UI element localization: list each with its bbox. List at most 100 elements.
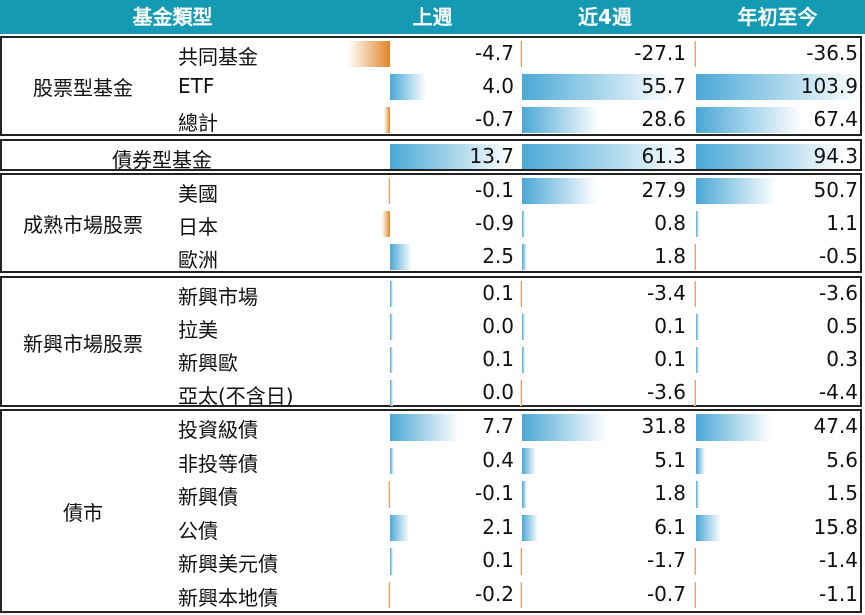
row-label: 公債: [178, 518, 218, 543]
value-ytd: 103.9: [800, 74, 858, 98]
value-bar: [696, 414, 771, 441]
value-bar: [694, 380, 696, 406]
value-bar: [390, 514, 409, 541]
value-bar: [696, 144, 845, 169]
value-ytd: 1.1: [826, 211, 858, 235]
value-ytd: 15.8: [813, 514, 858, 539]
value-bar: [390, 548, 393, 575]
value-four-weeks: -1.7: [646, 548, 686, 572]
row-label: 新興美元債: [178, 552, 278, 576]
value-week: 2.1: [482, 514, 514, 539]
group-frame: [0, 276, 862, 407]
value-bar: [696, 347, 699, 373]
value-four-weeks: 0.1: [654, 347, 686, 371]
value-four-weeks: 0.8: [654, 211, 686, 235]
value-bar: [522, 107, 599, 133]
row-label: 債券型基金: [112, 148, 212, 172]
row-label: 拉美: [178, 318, 218, 342]
value-ytd: 47.4: [813, 414, 858, 438]
value-week: -0.1: [474, 178, 514, 202]
value-week: -0.1: [474, 481, 514, 505]
value-bar: [390, 380, 393, 406]
value-four-weeks: 1.8: [654, 244, 686, 268]
value-ytd: 67.4: [813, 107, 858, 131]
value-four-weeks: 5.1: [654, 447, 686, 472]
value-four-weeks: -3.6: [646, 380, 686, 404]
value-bar: [387, 581, 390, 608]
value-bar: [522, 74, 672, 100]
group-frame: [0, 173, 862, 273]
value-four-weeks: -3.4: [646, 281, 686, 305]
value-bar: [381, 211, 390, 237]
group-frame: [0, 409, 862, 613]
value-week: 0.0: [482, 314, 514, 338]
value-bar: [522, 347, 525, 373]
value-bar: [696, 211, 699, 237]
value-bar: [694, 41, 696, 67]
value-ytd: 94.3: [813, 144, 858, 168]
row-label: 非投等債: [178, 451, 258, 476]
group-label: 成熟市場股票: [23, 213, 143, 237]
value-week: 13.7: [469, 144, 514, 168]
row-label: 新興歐: [178, 351, 238, 375]
value-bar: [696, 481, 699, 508]
row-label: 新興債: [178, 485, 238, 509]
value-four-weeks: -0.7: [646, 581, 686, 606]
value-four-weeks: 27.9: [641, 178, 686, 202]
value-bar: [696, 74, 860, 100]
value-week: 7.7: [482, 414, 514, 438]
value-bar: [390, 447, 394, 474]
value-ytd: -3.6: [818, 281, 858, 305]
row-label: 新興本地債: [178, 585, 278, 610]
row-label: 新興市場: [178, 285, 258, 309]
value-bar: [694, 548, 696, 575]
value-bar: [390, 281, 393, 307]
value-bar: [390, 414, 459, 441]
value-bar: [522, 144, 687, 169]
value-ytd: 0.5: [826, 314, 858, 338]
value-ytd: -0.5: [818, 244, 858, 268]
value-ytd: 50.7: [813, 178, 858, 202]
value-four-weeks: 1.8: [654, 481, 686, 505]
value-bar: [383, 107, 390, 133]
value-four-weeks: 0.1: [654, 314, 686, 338]
value-bar: [520, 281, 522, 307]
value-bar: [696, 314, 699, 340]
row-label: 投資級債: [178, 418, 258, 442]
value-bar: [696, 178, 776, 204]
value-bar: [522, 514, 539, 541]
value-ytd: 0.3: [826, 347, 858, 371]
row-label: 總計: [178, 111, 218, 135]
value-bar: [696, 514, 721, 541]
value-week: -0.7: [474, 107, 514, 131]
value-four-weeks: 28.6: [641, 107, 686, 131]
value-bar: [390, 74, 426, 100]
group-label: 新興市場股票: [23, 331, 143, 356]
value-week: 0.1: [482, 347, 514, 371]
value-bar: [390, 314, 393, 340]
value-bar: [522, 314, 525, 340]
value-bar: [520, 41, 522, 67]
row-label: ETF: [178, 74, 215, 98]
row-label: 歐洲: [178, 248, 218, 272]
value-week: 0.1: [482, 548, 514, 572]
header-category: 基金類型: [132, 5, 213, 29]
value-bar: [696, 107, 803, 133]
value-bar: [522, 414, 608, 441]
value-bar: [522, 447, 536, 474]
value-bar: [696, 447, 705, 474]
value-four-weeks: 31.8: [641, 414, 686, 438]
value-bar: [387, 481, 390, 508]
group-label: 債市: [63, 501, 103, 525]
value-ytd: -1.1: [818, 581, 858, 606]
row-label: 亞太(不含日): [178, 384, 294, 408]
value-week: 0.1: [482, 281, 514, 305]
value-ytd: -36.5: [806, 41, 858, 65]
value-four-weeks: -27.1: [634, 41, 686, 65]
value-bar: [390, 347, 393, 373]
value-bar: [520, 380, 522, 406]
value-bar: [348, 41, 390, 67]
header-week: 上週: [412, 5, 453, 29]
value-bar: [522, 211, 525, 237]
value-week: 4.0: [482, 74, 514, 98]
